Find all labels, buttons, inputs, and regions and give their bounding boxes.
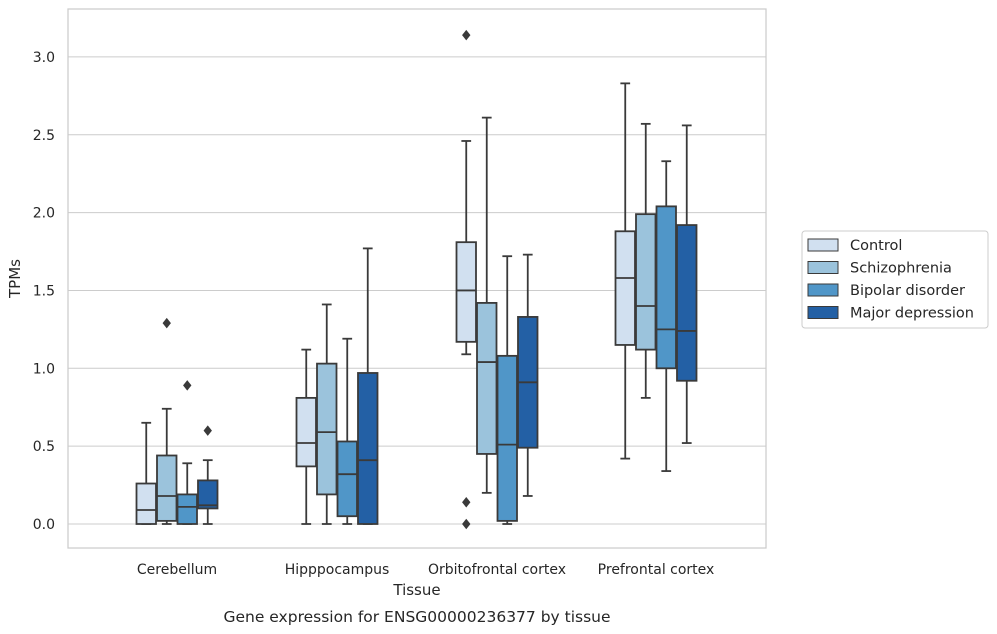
box-schizophrenia <box>635 122 657 399</box>
box-iqr <box>316 362 338 496</box>
box-control <box>135 421 157 525</box>
chart-caption: Gene expression for ENSG00000236377 by t… <box>223 608 610 626</box>
box-iqr <box>496 354 518 522</box>
outlier-point <box>162 317 171 329</box>
legend-frame <box>801 230 989 329</box>
x-tick-labels: Cerebellum Hipppocampus Orbitofrontal cort… <box>137 562 714 578</box>
box-iqr <box>655 205 677 370</box>
x-tick-label: Orbitofrontal cortex <box>428 562 566 578</box>
legend-label: Control <box>850 238 902 254</box>
box-major-depression <box>357 247 379 525</box>
y-tick-label: 3.0 <box>33 50 55 66</box>
y-axis-title: TPMs <box>6 259 24 299</box>
box-control <box>455 29 477 530</box>
box-control <box>614 82 636 460</box>
legend: Control Schizophrenia Bipolar disorder Majo… <box>801 230 989 329</box>
y-tick-label: 2.0 <box>33 206 55 222</box>
y-tick-label: 2.5 <box>33 128 55 144</box>
legend-label: Bipolar disorder <box>850 283 965 299</box>
legend-swatch <box>807 261 839 274</box>
outlier-point <box>462 29 471 41</box>
box-bipolar-disorder <box>176 380 198 525</box>
x-axis-title: Tissue <box>392 581 440 599</box>
boxes <box>135 29 698 530</box>
legend-swatch <box>807 238 839 252</box>
box-iqr <box>476 302 498 455</box>
gridlines <box>68 56 766 525</box>
box-bipolar-disorder <box>336 337 358 525</box>
y-tick-label: 0.0 <box>33 517 55 533</box>
box-major-depression <box>197 425 219 525</box>
legend-label: Major depression <box>850 306 974 322</box>
outlier-point <box>462 518 471 530</box>
box-iqr <box>135 482 157 525</box>
plot-frame <box>67 8 767 549</box>
outlier-point <box>183 380 192 391</box>
box-iqr <box>357 372 379 525</box>
box-major-depression <box>676 124 698 444</box>
legend-swatch <box>807 283 839 297</box>
y-tick-label: 1.5 <box>33 283 55 299</box>
legend-label: Schizophrenia <box>850 261 952 277</box>
x-tick-label: Prefrontal cortex <box>598 562 715 578</box>
box-iqr <box>295 396 317 468</box>
box-control <box>295 348 317 525</box>
box-schizophrenia <box>156 317 178 525</box>
box-iqr <box>635 213 657 351</box>
box-iqr <box>156 454 178 522</box>
box-iqr <box>455 241 477 343</box>
box-bipolar-disorder <box>496 255 518 525</box>
box-bipolar-disorder <box>655 160 677 472</box>
box-iqr <box>676 224 698 382</box>
box-schizophrenia <box>476 116 498 494</box>
outlier-point <box>203 425 212 436</box>
box-schizophrenia <box>316 303 338 525</box>
box-iqr <box>614 230 636 346</box>
legend-swatch <box>807 306 839 319</box>
box-iqr <box>336 440 358 518</box>
y-tick-label: 0.5 <box>33 439 55 455</box>
x-tick-label: Hipppocampus <box>285 562 390 578</box>
outlier-point <box>462 496 471 508</box>
y-tick-labels: 0.0 0.5 1.0 1.5 2.0 2.5 3.0 <box>33 50 55 533</box>
box-iqr <box>176 493 198 525</box>
y-tick-label: 1.0 <box>33 361 55 377</box>
box-major-depression <box>517 253 539 497</box>
x-tick-label: Cerebellum <box>137 562 217 578</box>
box-iqr <box>197 479 219 510</box>
